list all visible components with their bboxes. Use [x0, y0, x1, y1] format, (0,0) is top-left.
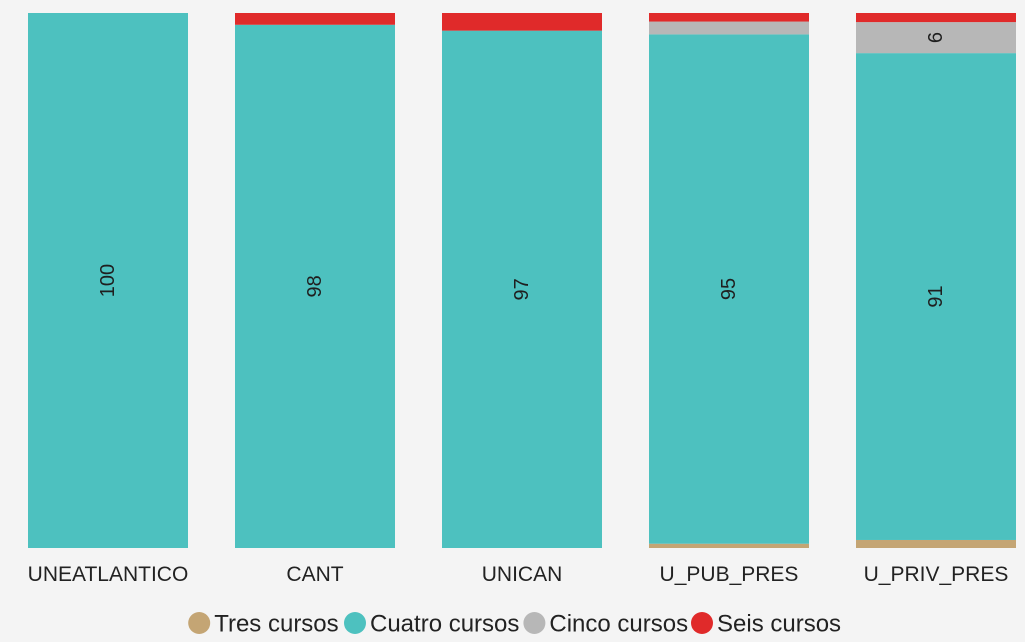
x-axis-labels: UNEATLANTICO CANT UNICAN U_PUB_PRES U_PRIV_P… [28, 563, 1009, 586]
bar-segment-u-pub-pres-cuatro-cursos [649, 34, 809, 544]
bar-segment-cant-cuatro-cursos [235, 24, 395, 548]
data-labels-layer: 100 98 97 95 91 6 [97, 32, 947, 308]
bar-segment-unican-seis-cursos [442, 13, 602, 31]
bar-segment-u-priv-pres-cuatro-cursos [856, 53, 1016, 540]
legend-item-tres-cursos: Tres cursos [188, 611, 339, 638]
x-tick-label-cant: CANT [286, 563, 343, 586]
legend-item-seis-cursos: Seis cursos [691, 611, 841, 638]
legend: Tres cursos Cuatro cursos Cinco cursos Seis… [188, 611, 841, 638]
bars-layer [28, 13, 1016, 548]
bar-segment-u-pub-pres-cinco-cursos [649, 21, 809, 35]
legend-label-cinco-cursos: Cinco cursos [549, 611, 688, 638]
legend-item-cinco-cursos: Cinco cursos [523, 611, 688, 638]
legend-label-tres-cursos: Tres cursos [214, 611, 338, 638]
x-tick-label-unican: UNICAN [482, 563, 563, 586]
bar-segment-u-pub-pres-seis-cursos [649, 13, 809, 22]
legend-marker-seis-cursos [691, 612, 713, 634]
legend-label-seis-cursos: Seis cursos [717, 611, 841, 638]
data-label-u-priv-pres-cuatro-cursos: 91 [925, 285, 947, 307]
data-label-u-priv-pres-cinco-cursos: 6 [925, 32, 947, 43]
x-tick-label-uneatlantico: UNEATLANTICO [28, 563, 189, 586]
legend-marker-cuatro-cursos [344, 612, 366, 634]
bar-segment-u-pub-pres-tres-cursos [649, 543, 809, 548]
data-label-uneatlantico-cuatro-cursos: 100 [97, 264, 119, 297]
bar-segment-unican-cuatro-cursos [442, 30, 602, 548]
bar-segment-cant-seis-cursos [235, 13, 395, 25]
data-label-u-pub-pres-cuatro-cursos: 95 [718, 278, 740, 300]
bar-segment-uneatlantico-cuatro-cursos [28, 13, 188, 548]
legend-marker-tres-cursos [188, 612, 211, 634]
data-label-cant-cuatro-cursos: 98 [304, 275, 326, 297]
legend-item-cuatro-cursos: Cuatro cursos [344, 611, 519, 638]
data-label-unican-cuatro-cursos: 97 [511, 278, 533, 300]
bar-segment-u-priv-pres-seis-cursos [856, 13, 1016, 23]
x-tick-label-u-pub-pres: U_PUB_PRES [660, 563, 799, 586]
x-tick-label-u-priv-pres: U_PRIV_PRES [864, 563, 1009, 586]
bar-segment-u-priv-pres-tres-cursos [856, 539, 1016, 548]
bar-segment-u-priv-pres-cinco-cursos [856, 22, 1016, 54]
legend-marker-cinco-cursos [523, 612, 546, 634]
legend-label-cuatro-cursos: Cuatro cursos [370, 611, 519, 638]
